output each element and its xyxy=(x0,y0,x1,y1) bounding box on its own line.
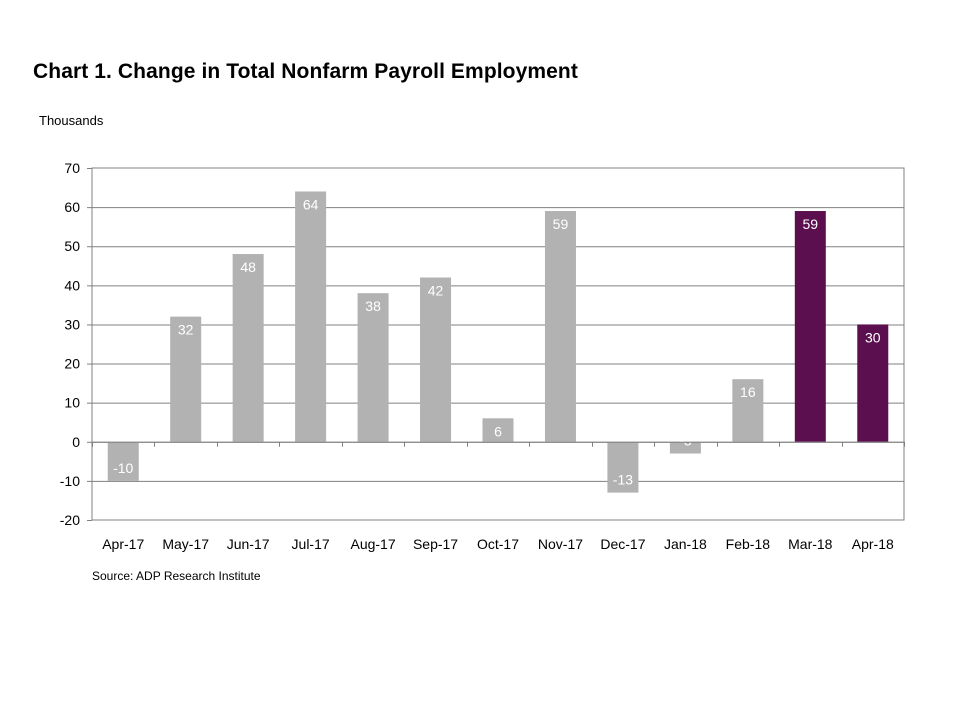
x-tick-label: Jan-18 xyxy=(664,536,707,552)
y-tick-label: 70 xyxy=(64,160,80,176)
y-tick-label: 30 xyxy=(64,316,80,332)
plot-area xyxy=(91,167,905,521)
data-label: 48 xyxy=(240,259,256,275)
data-label: -10 xyxy=(113,460,133,476)
y-tick-label: 10 xyxy=(64,395,80,411)
data-label: 32 xyxy=(178,322,194,338)
y-tick-label: 20 xyxy=(64,356,80,372)
x-tick-label: Oct-17 xyxy=(477,536,519,552)
bar-jul-17 xyxy=(295,191,327,442)
source-note: Source: ADP Research Institute xyxy=(92,569,261,583)
data-label: -3 xyxy=(679,433,692,449)
x-tick-label: Nov-17 xyxy=(538,536,583,552)
y-tick-label: 0 xyxy=(72,434,80,450)
x-tick-label: May-17 xyxy=(162,536,209,552)
bar-dec-17 xyxy=(607,441,639,493)
bar-aug-17 xyxy=(357,293,389,442)
y-tick-label: 50 xyxy=(64,238,80,254)
x-tick-label: Dec-17 xyxy=(600,536,645,552)
x-tick-label: Jul-17 xyxy=(292,536,330,552)
data-label: -13 xyxy=(613,472,633,488)
data-label: 59 xyxy=(553,216,569,232)
x-tick-label: Aug-17 xyxy=(350,536,395,552)
x-tick-label: Feb-18 xyxy=(726,536,771,552)
x-tick-label: Mar-18 xyxy=(788,536,833,552)
data-label: 38 xyxy=(365,298,381,314)
data-label: 30 xyxy=(865,329,881,345)
bars: -10 32 48 64 38 42 6 59 -13 -3 16 59 30 xyxy=(107,191,889,493)
y-tick-label: 60 xyxy=(64,199,80,215)
y-tick-label: -10 xyxy=(60,473,80,489)
x-tick-label: Apr-17 xyxy=(102,536,144,552)
bar-jun-17 xyxy=(232,254,264,442)
data-label: 59 xyxy=(803,216,819,232)
bar-sep-17 xyxy=(420,277,452,442)
data-label: 64 xyxy=(303,196,319,212)
bar-mar-18 xyxy=(794,211,826,442)
y-tick-label: -20 xyxy=(60,512,80,528)
data-label: 16 xyxy=(740,384,756,400)
y-axis-label: Thousands xyxy=(39,113,104,128)
bar-feb-18 xyxy=(732,379,764,442)
y-tick-label: 40 xyxy=(64,277,80,293)
x-tick-label: Apr-18 xyxy=(852,536,894,552)
bar-may-17 xyxy=(170,316,202,442)
data-label: 6 xyxy=(494,423,502,439)
bar-jan-18 xyxy=(669,441,701,454)
x-axis: Apr-17 May-17 Jun-17 Jul-17 Aug-17 Sep-17 Oct-… xyxy=(92,441,905,552)
data-label: 42 xyxy=(428,283,444,299)
x-tick-label: Jun-17 xyxy=(227,536,270,552)
y-axis-ticks: 70 60 50 40 30 20 10 0 -10 -20 xyxy=(60,160,92,528)
bar-apr-17 xyxy=(107,441,139,481)
bar-nov-17 xyxy=(544,211,576,442)
x-tick-label: Sep-17 xyxy=(413,536,458,552)
bar-apr-18 xyxy=(857,324,889,442)
chart-title: Chart 1. Change in Total Nonfarm Payroll… xyxy=(33,60,578,83)
bar-oct-17 xyxy=(482,418,514,442)
